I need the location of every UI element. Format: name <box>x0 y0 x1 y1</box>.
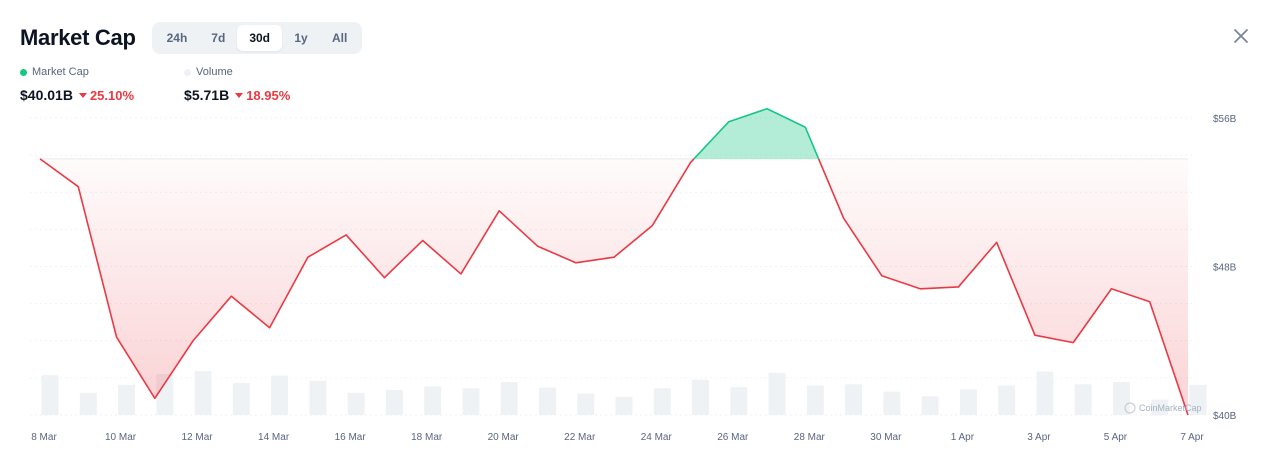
volume-bar <box>1036 371 1054 415</box>
chart-header: Market Cap 24h 7d 30d 1y All <box>20 22 363 54</box>
market-cap-line-down <box>39 158 695 400</box>
x-tick-label: 16 Mar <box>335 432 367 443</box>
market-cap-line-up <box>693 107 820 160</box>
x-tick-label: 24 Mar <box>641 432 673 443</box>
volume-bar <box>1074 384 1092 415</box>
legend-market-cap: Market Cap $40.01B 25.10% <box>20 66 134 103</box>
legend-volume-label: Volume <box>196 66 233 78</box>
volume-change-text: 18.95% <box>246 87 291 103</box>
volume-bar <box>385 389 403 415</box>
volume-bar <box>577 393 595 415</box>
volume-bar <box>653 388 671 415</box>
market-cap-line-down <box>817 158 1189 416</box>
volume-value: $5.71B <box>184 87 230 103</box>
chart-title: Market Cap <box>20 25 136 50</box>
volume-bar <box>462 388 480 415</box>
volume-bar <box>79 392 97 415</box>
x-tick-label: 18 Mar <box>411 432 443 443</box>
volume-bar <box>806 385 824 415</box>
market-cap-change: 25.10% <box>78 87 135 103</box>
x-tick-label: 1 Apr <box>951 432 975 443</box>
x-tick-label: 3 Apr <box>1027 432 1051 443</box>
volume-bar <box>538 387 556 415</box>
x-tick-label: 5 Apr <box>1104 432 1128 443</box>
watermark-text: CoinMarketCap <box>1139 403 1202 413</box>
tab-7d[interactable]: 7d <box>211 31 226 45</box>
volume-bar <box>1189 384 1207 415</box>
volume-bar <box>118 384 136 415</box>
caret-down-icon <box>78 92 87 98</box>
volume-bar <box>959 389 977 415</box>
area-above-reference <box>694 108 819 159</box>
caret-down-icon <box>235 92 244 98</box>
volume-bar <box>1151 399 1169 415</box>
y-tick-label: $48B <box>1213 263 1237 274</box>
x-tick-label: 28 Mar <box>794 432 826 443</box>
timeframe-tabs: 24h 7d 30d 1y All <box>151 22 363 54</box>
legend-market-cap-label: Market Cap <box>32 66 89 78</box>
volume-bar <box>883 391 901 415</box>
x-tick-label: 14 Mar <box>258 432 290 443</box>
volume-bar <box>41 375 59 415</box>
x-tick-label: 22 Mar <box>564 432 596 443</box>
tab-all[interactable]: All <box>332 31 348 45</box>
volume-bar <box>615 396 633 415</box>
tab-30d[interactable]: 30d <box>237 25 282 51</box>
volume-bar <box>921 396 939 415</box>
area-below-reference <box>40 158 695 399</box>
area-below-reference <box>818 158 1188 415</box>
close-icon[interactable] <box>1229 24 1253 48</box>
volume-bar <box>347 392 365 415</box>
volume-bar <box>194 371 212 415</box>
y-tick-label: $40B <box>1213 411 1237 422</box>
volume-bar <box>1112 381 1130 415</box>
legend-volume: Volume $5.71B 18.95% <box>184 66 290 103</box>
x-tick-label: 26 Mar <box>717 432 749 443</box>
x-tick-label: 20 Mar <box>488 432 520 443</box>
volume-bar <box>500 381 518 415</box>
tab-24h[interactable]: 24h <box>166 31 188 45</box>
volume-bar <box>309 380 327 415</box>
x-tick-label: 8 Mar <box>31 432 57 443</box>
chart-legend: Market Cap $40.01B 25.10% Volume $5.71B … <box>20 66 290 103</box>
volume-bar <box>730 387 748 415</box>
volume-dot-icon <box>184 68 192 76</box>
x-tick-label: 12 Mar <box>182 432 214 443</box>
x-tick-label: 10 Mar <box>105 432 137 443</box>
volume-bar <box>271 375 289 415</box>
coinmarketcap-logo-icon <box>1124 402 1136 414</box>
volume-bar <box>845 384 863 415</box>
volume-bar <box>692 379 710 415</box>
volume-bar <box>768 372 786 415</box>
watermark-logo: CoinMarketCap <box>1124 402 1202 414</box>
volume-bar <box>998 385 1016 415</box>
x-tick-label: 30 Mar <box>870 432 902 443</box>
y-tick-label: $56B <box>1213 114 1237 125</box>
market-cap-value: $40.01B <box>20 87 73 103</box>
tab-1y[interactable]: 1y <box>294 31 308 45</box>
volume-bar <box>232 383 250 415</box>
market-cap-change-text: 25.10% <box>89 87 135 103</box>
volume-bar <box>424 386 442 415</box>
x-tick-label: 7 Apr <box>1180 432 1204 443</box>
volume-change: 18.95% <box>235 88 290 103</box>
market-cap-dot-icon <box>20 68 27 76</box>
